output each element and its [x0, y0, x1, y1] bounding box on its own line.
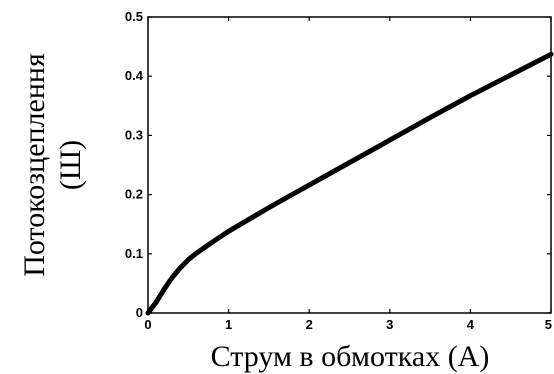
- y-axis-title-line1: Потокозцеплення: [18, 53, 51, 277]
- x-axis-title: Струм в обмотках (А): [211, 340, 490, 373]
- x-tick-label: 0: [144, 317, 151, 332]
- y-tick-label: 0.5: [125, 9, 143, 24]
- y-tick-label: 0.3: [125, 127, 143, 142]
- y-tick-label: 0.4: [125, 68, 144, 83]
- plot-area: [145, 16, 554, 316]
- x-tick-label: 1: [225, 317, 232, 332]
- x-tick-label: 4: [467, 317, 475, 332]
- y-tick-label: 0.2: [125, 187, 143, 202]
- y-axis-ticks: 0 0.1 0.2 0.3 0.4 0.5: [125, 9, 551, 320]
- x-tick-label: 3: [386, 317, 393, 332]
- x-tick-label: 5: [545, 317, 552, 332]
- series-line-0: [145, 51, 554, 316]
- plot-frame: [147, 16, 552, 314]
- y-axis-title-line2: (Ш): [54, 140, 87, 190]
- y-tick-label: 0.1: [125, 246, 143, 261]
- x-axis-ticks: 0 1 2 3 4 5: [144, 17, 552, 332]
- y-tick-label: 0: [136, 305, 143, 320]
- x-tick-label: 2: [306, 317, 313, 332]
